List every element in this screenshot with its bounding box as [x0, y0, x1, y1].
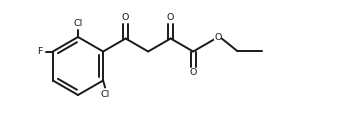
Text: O: O [189, 68, 197, 77]
Text: Cl: Cl [101, 90, 110, 99]
Text: O: O [167, 13, 174, 22]
Text: O: O [122, 13, 129, 22]
Text: Cl: Cl [73, 19, 83, 29]
Text: O: O [214, 33, 221, 42]
Text: F: F [37, 47, 43, 56]
